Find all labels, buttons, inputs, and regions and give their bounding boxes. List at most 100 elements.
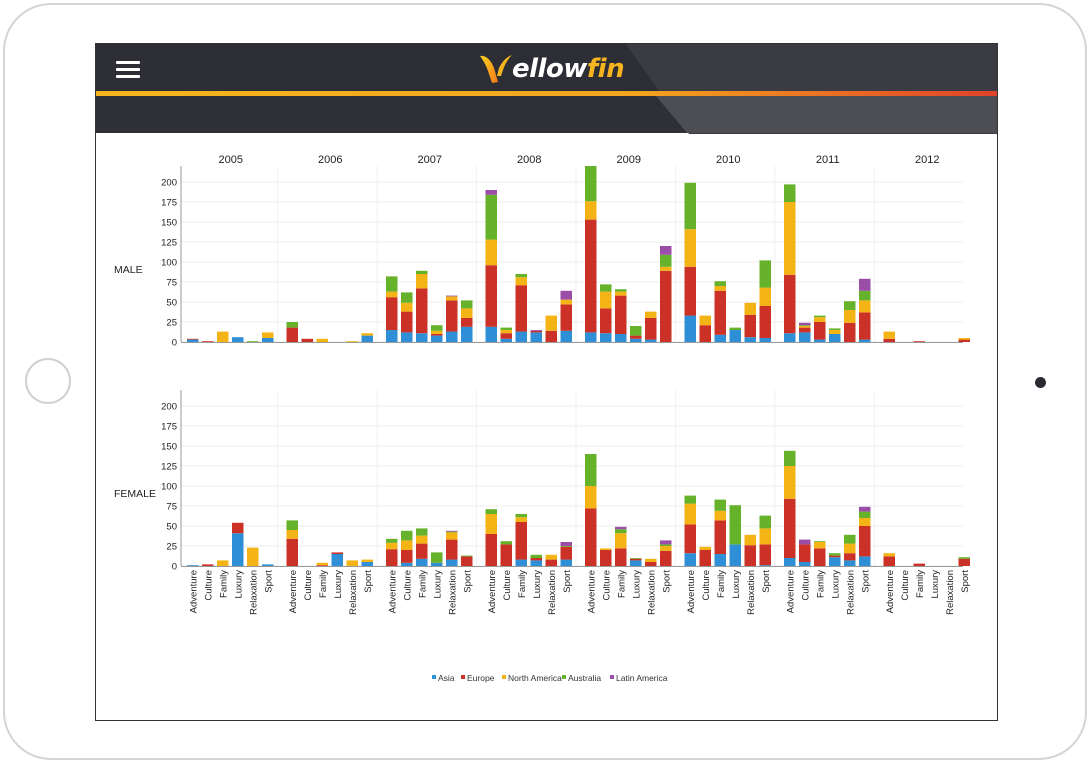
bar-female-2011-adventure-australia: [784, 450, 796, 466]
bar-female-2009-adventure-north-america: [585, 486, 597, 509]
bar-male-2007-adventure-north-america: [386, 291, 398, 298]
bar-female-2008-sport-latin-america: [560, 542, 572, 546]
bar-male-2011-family-asia: [814, 339, 826, 342]
home-button[interactable]: [25, 358, 71, 404]
bar-male-2008-sport-north-america: [560, 299, 572, 305]
legend-label-europe: Europe: [467, 673, 495, 683]
hamburger-menu-icon[interactable]: [116, 61, 140, 79]
bar-male-2007-culture-australia: [401, 292, 413, 303]
bar-male-2011-adventure-asia: [784, 333, 796, 342]
bar-female-2006-adventure-europe: [286, 538, 298, 566]
bar-female-2011-adventure-europe: [784, 498, 796, 558]
bar-male-2011-culture-europe: [799, 327, 811, 333]
bar-male-2007-relaxation-north-america: [446, 296, 458, 301]
bar-male-2009-relaxation-north-america: [645, 311, 657, 318]
toolbar-band: [96, 96, 997, 133]
bar-female-2011-sport-europe: [859, 526, 871, 557]
legend-swatch-australia: [562, 675, 566, 679]
x-tick-label-family: Family: [616, 570, 627, 598]
bar-male-2011-adventure-europe: [784, 274, 796, 334]
bar-female-2011-relaxation-europe: [844, 553, 856, 561]
bar-female-2012-sport-europe: [958, 558, 970, 566]
bar-male-2011-culture-north-america: [799, 326, 811, 328]
bar-male-2008-luxury-latin-america: [530, 330, 542, 331]
bar-male-2007-luxury-north-america: [431, 330, 443, 334]
bar-female-2008-adventure-europe: [485, 534, 497, 566]
y-tick-label: 150: [161, 218, 177, 229]
chart-panel: 2005 2006 2007 2008 2009 2010 2011 2012 MALE 0 25 5…: [96, 133, 997, 720]
bar-male-2011-sport-europe: [859, 312, 871, 340]
bar-female-2009-family-latin-america: [615, 526, 627, 530]
bar-male-2005-luxury-asia: [232, 337, 244, 342]
bar-male-2009-adventure-australia: [585, 166, 597, 202]
bar-male-2011-family-australia: [814, 315, 826, 318]
bar-male-2005-relaxation-australia: [247, 341, 259, 342]
bar-male-2009-culture-australia: [600, 284, 612, 292]
y-tick-label: 200: [161, 402, 177, 413]
bar-female-2008-luxury-australia: [530, 554, 542, 558]
bar-female-2011-culture-europe: [799, 544, 811, 562]
bar-female-2005-luxury-asia: [232, 533, 244, 566]
x-tick-label-luxury: Luxury: [233, 570, 244, 599]
x-tick-label-sport: Sport: [363, 570, 374, 593]
bar-male-2009-culture-asia: [600, 333, 612, 342]
bar-male-2011-family-europe: [814, 322, 826, 340]
x-tick-label-adventure: Adventure: [885, 570, 896, 613]
bar-female-2007-relaxation-north-america: [446, 532, 458, 540]
bar-male-2010-family-europe: [714, 290, 726, 335]
legend-label-latin-america: Latin America: [616, 673, 668, 683]
bar-male-2010-sport-australia: [759, 260, 771, 288]
bar-male-2008-adventure-australia: [485, 194, 497, 240]
bar-female-2009-sport-north-america: [660, 546, 672, 551]
bar-female-2005-family-north-america: [217, 560, 229, 566]
bar-female-2005-luxury-europe: [232, 522, 244, 534]
x-tick-label-culture: Culture: [800, 570, 811, 601]
bar-female-2010-culture-north-america: [699, 546, 711, 550]
bar-male-2005-adventure-europe: [187, 338, 199, 340]
bar-male-2006-sport-north-america: [361, 333, 373, 336]
bar-male-2009-luxury-australia: [630, 326, 642, 336]
bar-female-2008-culture-australia: [500, 541, 512, 545]
bar-male-2007-relaxation-asia: [446, 331, 458, 342]
x-tick-label-relaxation: Relaxation: [447, 570, 458, 615]
bar-male-2010-culture-europe: [699, 325, 711, 342]
bar-female-2005-culture-europe: [202, 564, 214, 566]
bar-female-2008-sport-australia: [560, 546, 572, 547]
bar-female-2005-relaxation-north-america: [247, 547, 259, 566]
yellowfin-logo: ellowfin: [478, 50, 625, 88]
bar-female-2010-sport-europe: [759, 544, 771, 566]
bar-female-2007-culture-europe: [401, 550, 413, 563]
bar-female-2011-sport-north-america: [859, 518, 871, 526]
bar-male-2011-luxury-australia: [829, 328, 841, 330]
x-tick-label-adventure: Adventure: [785, 570, 796, 613]
bar-female-2006-family-europe: [316, 565, 328, 566]
x-tick-label-relaxation: Relaxation: [845, 570, 856, 615]
bar-male-2007-luxury-asia: [431, 335, 443, 342]
bar-male-2008-adventure-latin-america: [485, 190, 497, 195]
x-tick-label-adventure: Adventure: [288, 570, 299, 613]
bar-male-2007-culture-north-america: [401, 302, 413, 312]
bar-male-2008-sport-latin-america: [560, 290, 572, 300]
bar-female-2010-luxury-asia: [729, 544, 741, 566]
bar-female-2011-relaxation-north-america: [844, 543, 856, 554]
bar-male-2009-sport-latin-america: [660, 246, 672, 255]
y-tick-label: 75: [166, 502, 177, 513]
x-tick-label-family: Family: [517, 570, 528, 598]
x-tick-label-relaxation: Relaxation: [945, 570, 956, 615]
bar-female-2010-sport-north-america: [759, 528, 771, 545]
bar-female-2008-culture-europe: [500, 544, 512, 566]
bar-male-2007-family-asia: [416, 333, 428, 342]
bar-female-2006-sport-asia: [361, 562, 373, 566]
bar-female-2006-luxury-europe: [331, 552, 343, 554]
x-tick-label-relaxation: Relaxation: [248, 570, 259, 615]
bar-male-2005-family-north-america: [217, 331, 229, 342]
bar-male-2008-luxury-asia: [530, 332, 542, 342]
x-tick-label-sport: Sport: [860, 570, 871, 593]
bar-male-2009-relaxation-europe: [645, 318, 657, 340]
x-tick-label-relaxation: Relaxation: [746, 570, 757, 615]
bar-female-2009-sport-australia: [660, 544, 672, 546]
bar-female-2008-adventure-north-america: [485, 514, 497, 534]
bar-male-2012-family-europe: [913, 341, 925, 342]
bar-male-2006-adventure-europe: [286, 327, 298, 342]
x-tick-label-relaxation: Relaxation: [348, 570, 359, 615]
